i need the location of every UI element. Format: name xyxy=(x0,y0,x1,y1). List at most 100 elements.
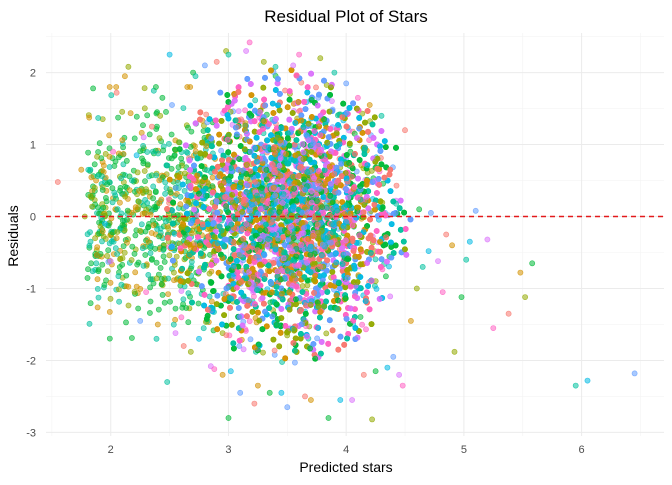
data-point xyxy=(107,164,112,169)
data-point xyxy=(106,248,111,253)
data-point xyxy=(95,305,100,310)
data-point xyxy=(388,294,393,299)
data-point xyxy=(140,211,145,216)
data-point xyxy=(105,269,110,274)
data-point xyxy=(140,246,145,251)
data-point xyxy=(166,226,171,231)
data-point xyxy=(154,336,159,341)
data-point xyxy=(85,275,90,280)
data-point xyxy=(142,179,147,184)
data-point xyxy=(172,231,177,236)
data-point xyxy=(360,322,365,327)
data-point xyxy=(121,244,126,249)
data-point xyxy=(300,283,305,288)
data-point xyxy=(87,243,92,248)
data-point xyxy=(141,158,146,163)
data-point xyxy=(173,317,178,322)
data-point xyxy=(145,162,150,167)
data-point xyxy=(133,270,138,275)
data-point xyxy=(132,289,137,294)
data-point xyxy=(136,199,141,204)
data-point xyxy=(103,195,108,200)
data-point xyxy=(156,307,161,312)
data-point xyxy=(151,184,156,189)
data-point xyxy=(358,314,363,319)
data-point xyxy=(164,186,169,191)
data-point xyxy=(173,186,178,191)
data-point xyxy=(110,200,115,205)
data-point xyxy=(95,154,100,159)
data-point xyxy=(87,321,92,326)
data-point xyxy=(136,260,141,265)
data-point xyxy=(138,228,143,233)
data-point xyxy=(94,253,99,258)
data-point xyxy=(114,236,119,241)
data-point xyxy=(119,176,124,181)
data-point xyxy=(100,262,105,267)
data-point xyxy=(96,269,101,274)
data-point xyxy=(248,337,253,342)
data-point xyxy=(315,336,320,341)
data-point xyxy=(157,136,162,141)
data-point xyxy=(119,282,124,287)
data-point xyxy=(121,151,126,156)
data-point xyxy=(132,136,137,141)
data-point xyxy=(99,239,104,244)
data-point xyxy=(179,288,184,293)
grid-lines xyxy=(46,33,664,436)
data-point xyxy=(161,148,166,153)
data-point xyxy=(116,115,121,120)
data-point xyxy=(145,113,150,118)
data-point xyxy=(108,280,113,285)
data-point xyxy=(253,98,258,103)
data-point xyxy=(188,144,193,149)
data-point xyxy=(394,183,399,188)
data-point xyxy=(109,93,114,98)
data-point xyxy=(142,106,147,111)
data-point xyxy=(207,271,212,276)
data-point xyxy=(87,115,92,120)
data-point xyxy=(383,274,388,279)
data-point xyxy=(125,208,130,213)
data-point xyxy=(181,106,186,111)
data-point xyxy=(115,207,120,212)
data-point xyxy=(117,299,122,304)
data-point xyxy=(124,158,129,163)
data-point xyxy=(115,229,120,234)
data-point xyxy=(166,141,171,146)
data-point xyxy=(186,320,191,325)
data-point xyxy=(150,149,155,154)
data-point xyxy=(133,205,138,210)
data-point xyxy=(159,276,164,281)
data-point xyxy=(86,150,91,155)
data-point xyxy=(162,259,167,264)
data-point xyxy=(163,191,168,196)
data-point xyxy=(236,109,241,114)
data-point xyxy=(92,162,97,167)
data-point xyxy=(136,306,141,311)
data-point xyxy=(292,360,297,365)
data-point xyxy=(148,285,153,290)
data-point xyxy=(172,147,177,152)
data-point xyxy=(122,250,127,255)
data-point xyxy=(243,108,248,113)
data-point xyxy=(171,270,176,275)
data-point xyxy=(272,348,277,353)
data-point xyxy=(147,132,152,137)
data-point xyxy=(95,286,100,291)
data-point xyxy=(196,301,201,306)
data-point xyxy=(178,194,183,199)
data-point xyxy=(158,265,163,270)
data-point xyxy=(210,175,215,180)
data-point xyxy=(96,149,101,154)
data-point xyxy=(164,163,169,168)
data-point xyxy=(305,283,310,288)
data-point xyxy=(96,115,101,120)
data-point xyxy=(135,170,140,175)
data-point xyxy=(105,182,110,187)
data-point xyxy=(129,257,134,262)
data-point xyxy=(162,300,167,305)
data-point xyxy=(145,149,150,154)
data-point xyxy=(363,327,368,332)
